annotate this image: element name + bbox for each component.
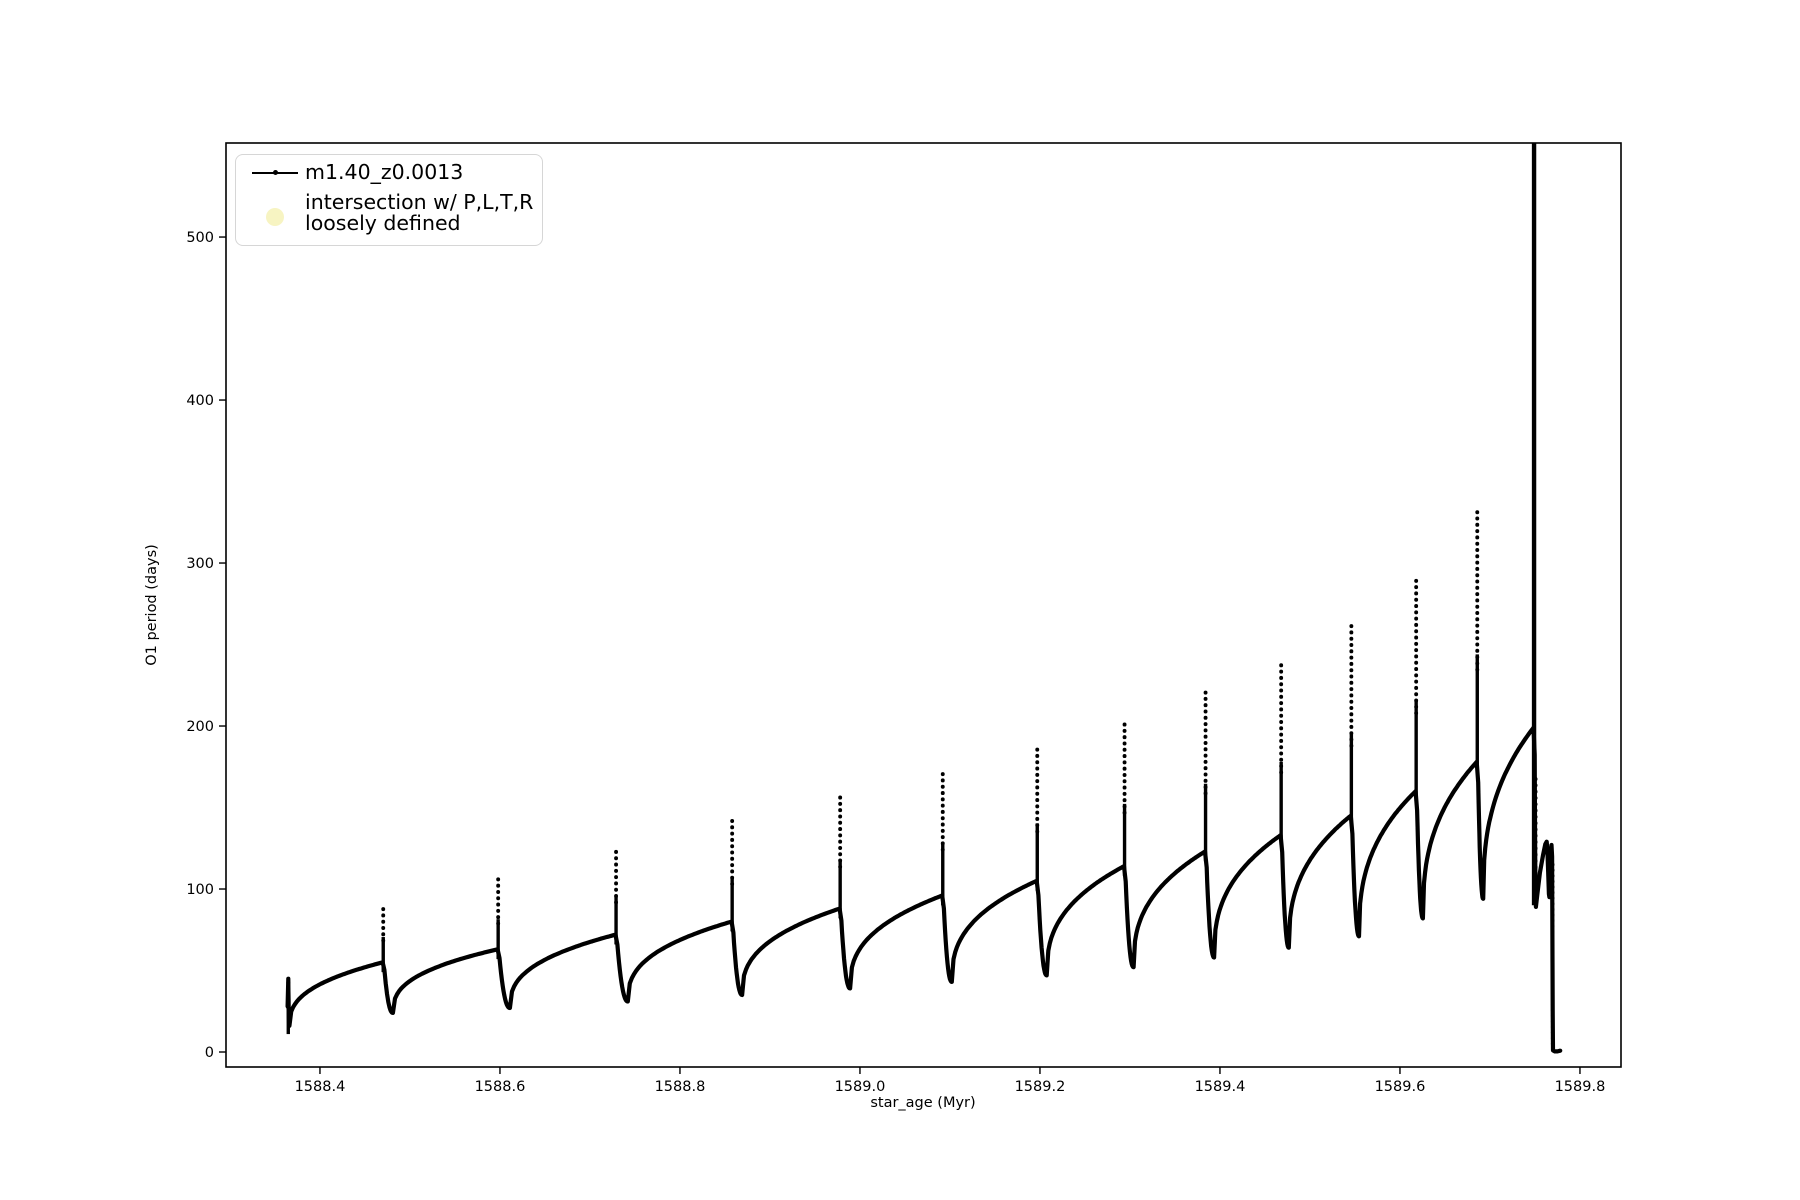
y-tick-label: 300: [186, 556, 214, 572]
legend-label-intersection-line2: loosely defined: [305, 211, 461, 235]
series-curve: [285, 725, 1563, 1054]
y-tick-label: 500: [186, 230, 214, 246]
legend-intersection-dot-icon: [266, 208, 284, 226]
y-axis-label: O1 period (days): [144, 544, 160, 666]
x-tick-label: 1589.0: [835, 1079, 886, 1095]
legend: m1.40_z0.0013 intersection w/ P,L,T,R lo…: [235, 154, 543, 246]
legend-label-intersection-line1: intersection w/ P,L,T,R: [305, 190, 534, 214]
x-tick-label: 1588.4: [295, 1079, 346, 1095]
y-tick-label: 100: [186, 882, 214, 898]
pulse-spikes: [286, 143, 1555, 1046]
y-tick-label: 200: [186, 719, 214, 735]
legend-line-sample: [252, 170, 298, 176]
y-tick-label: 400: [186, 393, 214, 409]
x-tick-label: 1589.2: [1015, 1079, 1066, 1095]
axes-spines: [225, 142, 1622, 1068]
x-tick-label: 1588.8: [655, 1079, 706, 1095]
x-tick-label: 1589.4: [1195, 1079, 1246, 1095]
x-tick-label: 1589.6: [1375, 1079, 1426, 1095]
axis-ticks: 1588.4 1588.6 1588.8 1589.0 1589.2 1589.4 1589…: [186, 230, 1605, 1095]
legend-label-series: m1.40_z0.0013: [305, 160, 464, 184]
x-axis-label: star_age (Myr): [870, 1095, 976, 1111]
x-tick-label: 1588.6: [475, 1079, 526, 1095]
data-layer: [285, 725, 1563, 1054]
legend-line-marker-dot: [273, 170, 278, 176]
y-tick-label: 0: [205, 1045, 214, 1061]
x-tick-label: 1589.8: [1555, 1079, 1606, 1095]
